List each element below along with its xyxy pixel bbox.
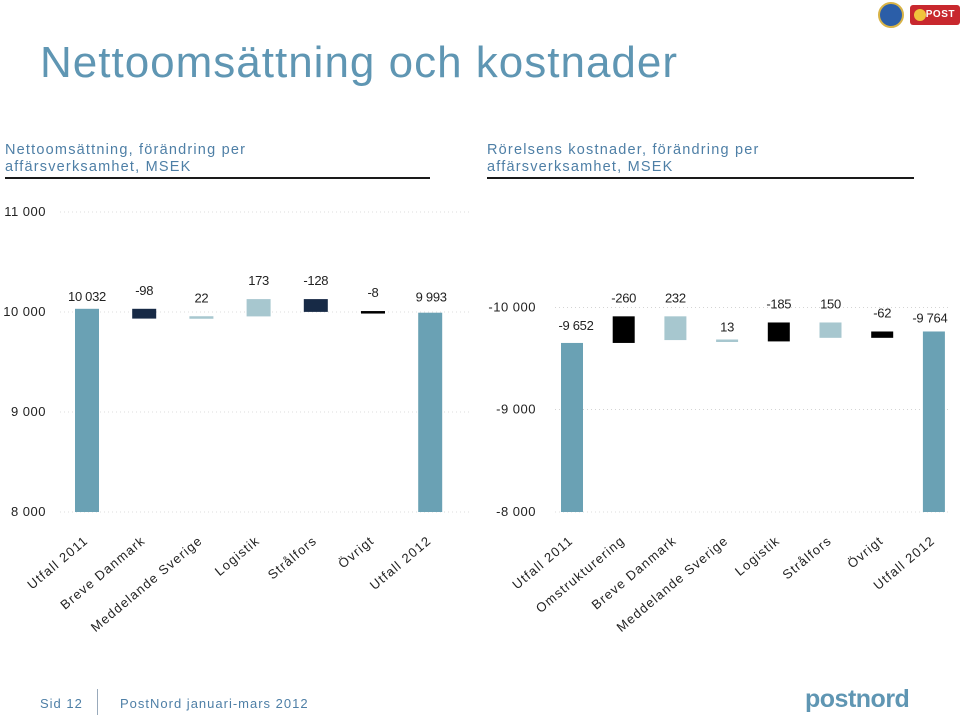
data-label: -8: [368, 285, 379, 300]
data-label: 9 993: [416, 290, 447, 305]
bar: [664, 316, 687, 341]
bar: [303, 299, 328, 312]
category-label: Övrigt: [335, 533, 377, 571]
left-subtitle-rule: [5, 177, 430, 179]
bar: [189, 316, 214, 319]
page-number: Sid 12: [40, 696, 83, 711]
y-tick-label: -10 000: [488, 299, 536, 314]
category-label: Breve Danmark: [589, 533, 680, 613]
data-label: -98: [135, 283, 153, 298]
data-label: 173: [248, 273, 269, 288]
y-tick-label: 11 000: [4, 204, 46, 219]
footer-text: PostNord januari-mars 2012: [120, 696, 309, 711]
bar: [612, 316, 635, 343]
left-subtitle-line-2: affärsverksamhet, MSEK: [5, 159, 192, 175]
footer-divider: [97, 689, 98, 715]
left-chart-subtitle: Nettoomsättning, förändring per affärsve…: [5, 142, 246, 176]
post-horn-icon: [914, 9, 926, 21]
left-subtitle-line-1: Nettoomsättning, förändring per: [5, 142, 247, 158]
category-label: Logistik: [212, 533, 263, 579]
data-label: -185: [766, 296, 791, 311]
bar: [922, 331, 945, 512]
right-subtitle-rule: [487, 177, 914, 179]
bar: [767, 322, 790, 342]
y-tick-label: -9 000: [496, 402, 536, 417]
crown-emblem-icon: [878, 2, 904, 28]
bar: [418, 312, 443, 512]
category-label: Omstrukturering: [533, 533, 628, 616]
category-label: Strålfors: [779, 533, 834, 583]
bar: [132, 308, 157, 319]
category-label: Utfall 2012: [367, 533, 434, 593]
category-label: Strålfors: [265, 533, 320, 583]
data-label: 232: [665, 290, 686, 305]
bar: [75, 308, 99, 512]
y-tick-label: 10 000: [3, 304, 46, 319]
category-label: Övrigt: [844, 533, 886, 571]
page-title: Nettoomsättning och kostnader: [40, 38, 679, 87]
data-label: -128: [303, 273, 328, 288]
data-label: 10 032: [68, 289, 106, 304]
bar: [246, 299, 271, 317]
data-label: 150: [820, 296, 841, 311]
right-subtitle-line-2: affärsverksamhet, MSEK: [487, 159, 674, 175]
data-label: -9 764: [912, 310, 947, 325]
bar: [361, 311, 385, 314]
postnord-logo: postnord: [805, 685, 910, 713]
right-subtitle-line-1: Rörelsens kostnader, förändring per: [487, 142, 760, 158]
data-label: 13: [720, 319, 734, 334]
bar: [819, 322, 842, 338]
bar: [871, 331, 894, 338]
y-tick-label: 9 000: [11, 404, 46, 419]
bar: [716, 339, 739, 342]
y-tick-label: 8 000: [11, 504, 46, 519]
y-tick-label: -8 000: [496, 504, 536, 519]
data-label: 22: [194, 290, 208, 305]
category-label: Meddelande Sverige: [88, 533, 206, 635]
bar: [561, 342, 583, 512]
right-chart-subtitle: Rörelsens kostnader, förändring per affä…: [487, 142, 760, 176]
category-label: Logistik: [732, 533, 783, 579]
data-label: -9 652: [558, 318, 593, 333]
data-label: -260: [611, 290, 636, 305]
post-logo-text: POST: [925, 9, 955, 20]
post-logo: POST: [910, 5, 960, 25]
data-label: -62: [873, 305, 891, 320]
